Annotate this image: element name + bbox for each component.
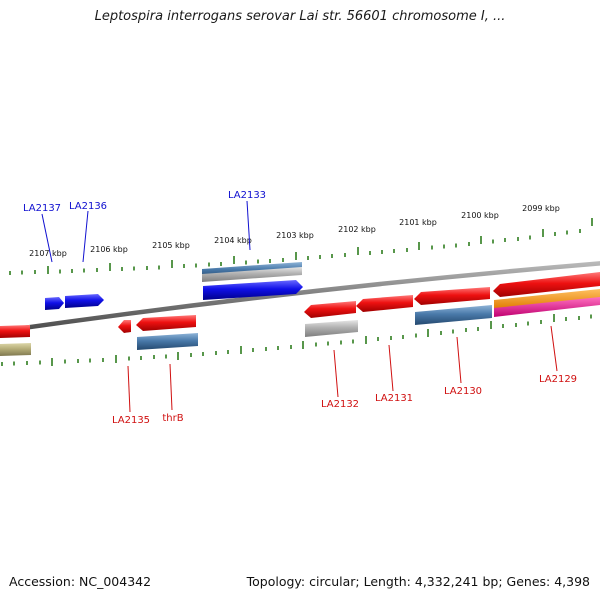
accession-text: Accession: NC_004342 [9, 574, 152, 589]
gene-label-la2133[interactable]: LA2133 [228, 190, 266, 201]
gene-arrow-la2130[interactable] [414, 287, 490, 305]
reverse-genes [0, 272, 600, 356]
gene-label-la2130[interactable]: LA2130 [444, 386, 482, 397]
scale-label: 2107 kbp [29, 249, 67, 258]
gene-label-la2131[interactable]: LA2131 [375, 393, 413, 404]
scale-label: 2104 kbp [214, 236, 252, 245]
scale-label: 2101 kbp [399, 218, 437, 227]
gene-bar-gray-la2132[interactable] [305, 320, 358, 337]
gene-bar-steel-thrb[interactable] [137, 333, 198, 350]
gene-arrow-la2131[interactable] [356, 295, 413, 312]
scale-label: 2106 kbp [90, 245, 128, 254]
topology-text: Topology: circular; Length: 4,332,241 bp… [246, 574, 590, 589]
gene-arrow-la2129[interactable] [493, 272, 600, 297]
forward-genes [45, 262, 303, 310]
gene-bar-olive[interactable] [0, 343, 31, 356]
genome-backbone [0, 261, 600, 334]
gene-bar-orange-la2129[interactable] [494, 289, 600, 309]
gene-bar-steel-la2130[interactable] [415, 305, 492, 325]
gene-label-la2132[interactable]: LA2132 [321, 399, 359, 410]
gene-label-la2135[interactable]: LA2135 [112, 415, 150, 426]
scale-label: 2103 kbp [276, 231, 314, 240]
outer-scale [9, 218, 593, 275]
gene-label-la2136[interactable]: LA2136 [69, 201, 107, 212]
reverse-labels: LA2135 thrB LA2132 LA2131 LA2130 LA2129 [112, 374, 577, 426]
gene-bar-magenta-la2129[interactable] [494, 297, 600, 317]
gene-arrow-la2135[interactable] [118, 320, 131, 333]
forward-leaders [41, 200, 251, 263]
gene-bar-gray-la2133[interactable] [202, 267, 302, 282]
gene-label-la2129[interactable]: LA2129 [539, 374, 577, 385]
scale-label: 2105 kbp [152, 241, 190, 250]
forward-labels: LA2137 LA2136 LA2133 [23, 190, 266, 214]
gene-arrow-left-edge[interactable] [0, 325, 30, 338]
inner-scale [1, 314, 592, 366]
scale-labels: 2107 kbp 2106 kbp 2105 kbp 2104 kbp 2103… [29, 204, 560, 258]
scale-label: 2100 kbp [461, 211, 499, 220]
gene-arrow-la2132[interactable] [304, 301, 356, 318]
gene-arrow-la2133[interactable] [203, 280, 303, 300]
scale-label: 2102 kbp [338, 225, 376, 234]
scale-label: 2099 kbp [522, 204, 560, 213]
gene-arrow-la2137[interactable] [45, 297, 64, 310]
gene-arrow-la2136[interactable] [65, 294, 104, 308]
gene-arrow-thrb[interactable] [136, 315, 196, 331]
map-title: Leptospira interrogans serovar Lai str. … [94, 9, 506, 24]
gene-label-la2137[interactable]: LA2137 [23, 203, 61, 214]
reverse-leaders [127, 325, 558, 413]
gene-label-thrb[interactable]: thrB [162, 413, 183, 424]
